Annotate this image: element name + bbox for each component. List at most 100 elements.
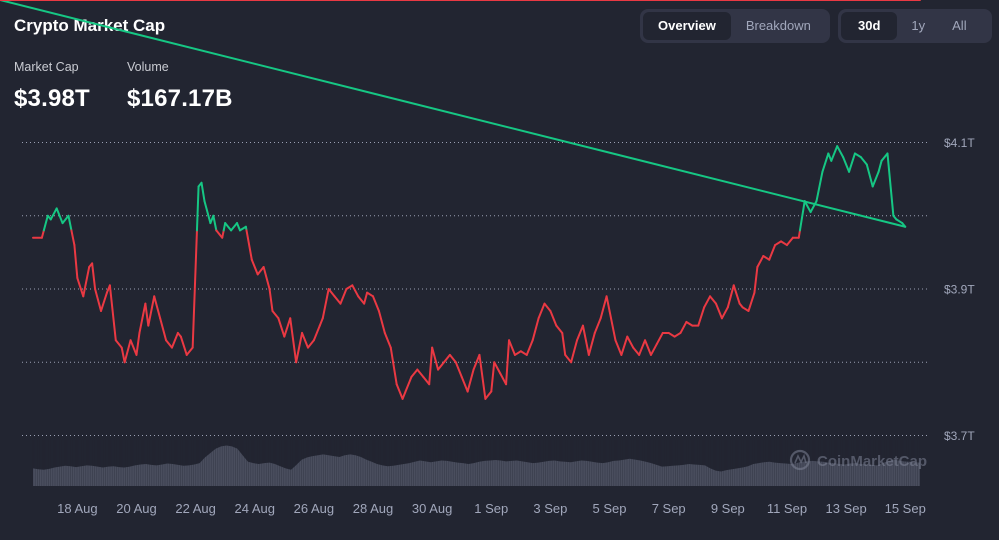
price-line-segment: [40, 229, 45, 239]
price-line-segment: [271, 309, 280, 320]
price-line-segment: [877, 159, 883, 173]
price-line-segment: [212, 214, 218, 232]
x-tick-label: 1 Sep: [474, 501, 508, 516]
price-line-segment: [747, 291, 756, 312]
y-tick-label: $3.7T: [944, 429, 975, 443]
price-line-segment: [153, 295, 162, 320]
price-line-segment: [644, 339, 652, 356]
price-line-segment: [404, 375, 413, 393]
price-line-segment: [203, 200, 212, 225]
price-line-segment: [809, 200, 818, 214]
price-line-segment: [306, 339, 315, 349]
price-line-segment: [245, 229, 253, 261]
price-line-segment: [543, 302, 552, 312]
x-tick-label: 5 Sep: [593, 501, 627, 516]
y-axis-labels: $3.7T $3.9T $4.1T: [944, 136, 975, 443]
price-line-segment: [632, 346, 641, 356]
price-line-segment: [401, 390, 407, 400]
price-line-segment: [720, 306, 729, 320]
price-line-segment: [679, 320, 688, 334]
price-line-segment: [179, 335, 188, 356]
price-line-segment: [853, 152, 862, 159]
x-tick-label: 15 Sep: [885, 501, 926, 516]
price-line-segment: [318, 317, 324, 327]
price-line-segment: [726, 284, 735, 309]
price-line-segment: [377, 309, 386, 334]
overview-tab[interactable]: Overview: [643, 12, 731, 40]
price-line-segment: [262, 266, 271, 290]
price-line-segment: [215, 229, 224, 239]
coinmarketcap-watermark: CoinMarketCap: [789, 449, 927, 471]
price-line-segment: [614, 339, 623, 356]
price-line-segment: [638, 339, 647, 356]
price-line-segment: [138, 302, 147, 334]
price-line: [0, 0, 921, 400]
price-line-segment: [0, 0, 907, 228]
x-tick-label: 26 Aug: [294, 501, 335, 516]
range-all-button[interactable]: All: [952, 18, 967, 33]
breakdown-tab[interactable]: Breakdown: [745, 18, 811, 33]
range-1y-button[interactable]: 1y: [911, 18, 926, 33]
price-line-segment: [493, 361, 502, 375]
price-line-segment: [732, 284, 741, 305]
price-line-segment: [599, 295, 608, 320]
volume-stat: Volume $167.17B: [127, 60, 233, 113]
x-tick-label: 22 Aug: [175, 501, 216, 516]
x-tick-label: 18 Aug: [57, 501, 98, 516]
price-line-segment: [372, 295, 380, 312]
market-cap-stat: Market Cap $3.98T: [14, 60, 90, 113]
price-line-segment: [221, 229, 225, 239]
price-line-segment: [295, 331, 304, 364]
range-toggle: 30d 1y All: [838, 9, 992, 43]
price-line-segment: [797, 229, 801, 239]
price-line-segment: [895, 218, 904, 225]
price-line-segment: [513, 350, 522, 356]
price-line-segment: [587, 331, 596, 356]
price-line-segment: [697, 306, 706, 327]
coinmarketcap-logo-icon: [789, 449, 811, 471]
volume-label: Volume: [127, 60, 169, 74]
price-line-segment: [673, 331, 682, 338]
volume-area: [33, 445, 920, 486]
price-line-segment: [803, 200, 812, 214]
price-line-segment: [798, 200, 806, 232]
x-tick-label: 7 Sep: [652, 501, 686, 516]
price-line-segment: [815, 170, 824, 203]
price-line-segment: [61, 214, 70, 225]
price-line-segment: [230, 222, 239, 232]
price-line-segment: [753, 266, 759, 294]
x-tick-label: 13 Sep: [825, 501, 866, 516]
price-line-segment: [649, 342, 658, 356]
price-line-segment: [561, 331, 567, 356]
y-tick-label: $4.1T: [944, 136, 975, 150]
price-line-segment: [100, 291, 108, 312]
price-line-segment: [865, 163, 874, 188]
volume-value: $167.17B: [127, 85, 233, 112]
market-cap-label: Market Cap: [14, 60, 79, 74]
price-line-segment: [144, 302, 150, 327]
price-line-segment: [357, 295, 366, 305]
price-line-segment: [191, 229, 198, 349]
range-30d-button[interactable]: 30d: [841, 12, 898, 40]
price-line-segment: [67, 214, 73, 232]
price-line-segment: [484, 390, 493, 400]
price-line-segment: [91, 262, 97, 290]
price-line-segment: [848, 152, 856, 173]
price-line-segment: [277, 317, 286, 338]
price-line-segment: [236, 222, 241, 232]
price-line-segment: [195, 185, 200, 232]
price-line-segment: [135, 331, 141, 356]
price-line-segment: [785, 236, 794, 247]
volume-bars: [32, 440, 920, 486]
price-line-segment: [250, 258, 259, 276]
price-line-segment: [570, 339, 579, 364]
price-line-segment: [70, 229, 76, 247]
price-line-segment: [768, 244, 777, 261]
price-line-segment: [321, 288, 330, 320]
price-line-segment: [762, 255, 771, 261]
coinmarketcap-logo-mark: [794, 453, 807, 464]
view-toggle: Overview Breakdown: [640, 9, 830, 43]
price-line-segment: [655, 331, 664, 345]
price-line-segment: [389, 346, 398, 386]
